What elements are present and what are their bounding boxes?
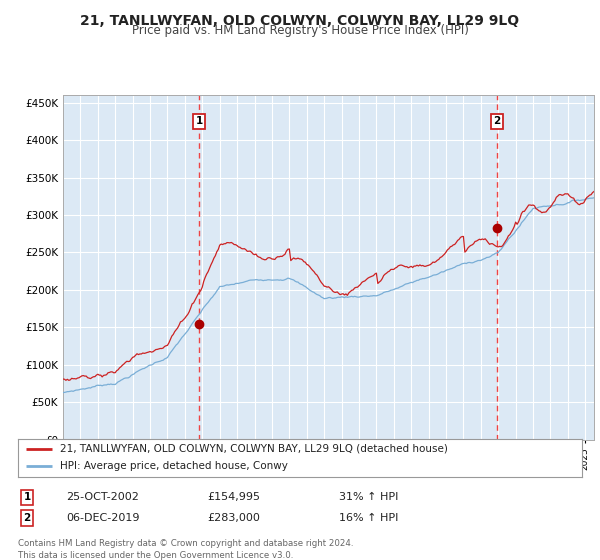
Text: 16% ↑ HPI: 16% ↑ HPI <box>339 513 398 523</box>
Text: 06-DEC-2019: 06-DEC-2019 <box>66 513 139 523</box>
Text: 25-OCT-2002: 25-OCT-2002 <box>66 492 139 502</box>
Text: £283,000: £283,000 <box>207 513 260 523</box>
Text: Price paid vs. HM Land Registry's House Price Index (HPI): Price paid vs. HM Land Registry's House … <box>131 24 469 37</box>
Text: £154,995: £154,995 <box>207 492 260 502</box>
Text: 1: 1 <box>196 116 203 127</box>
Text: 2: 2 <box>23 513 31 523</box>
Text: 21, TANLLWYFAN, OLD COLWYN, COLWYN BAY, LL29 9LQ (detached house): 21, TANLLWYFAN, OLD COLWYN, COLWYN BAY, … <box>60 444 448 454</box>
Text: 21, TANLLWYFAN, OLD COLWYN, COLWYN BAY, LL29 9LQ: 21, TANLLWYFAN, OLD COLWYN, COLWYN BAY, … <box>80 14 520 28</box>
Text: 2: 2 <box>493 116 500 127</box>
Text: 31% ↑ HPI: 31% ↑ HPI <box>339 492 398 502</box>
Text: HPI: Average price, detached house, Conwy: HPI: Average price, detached house, Conw… <box>60 461 288 472</box>
Text: 1: 1 <box>23 492 31 502</box>
Text: Contains HM Land Registry data © Crown copyright and database right 2024.
This d: Contains HM Land Registry data © Crown c… <box>18 539 353 560</box>
